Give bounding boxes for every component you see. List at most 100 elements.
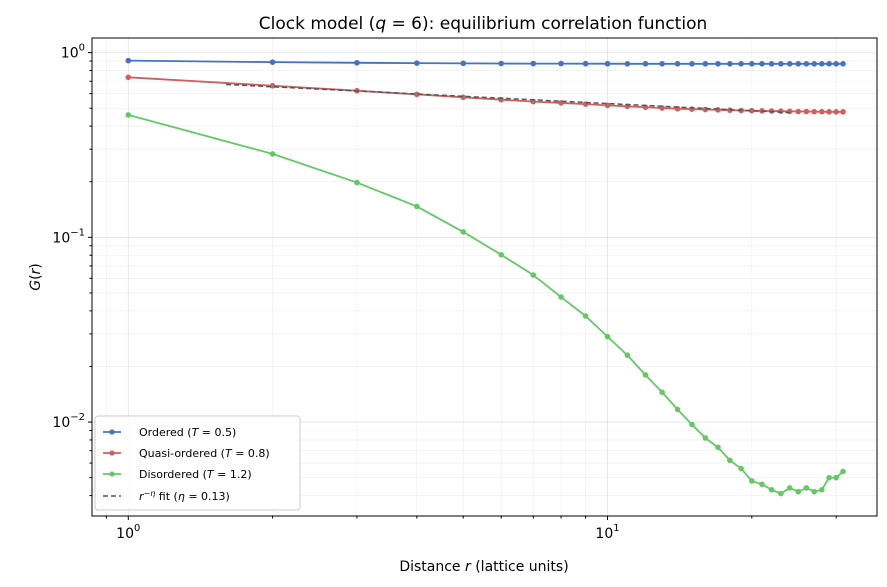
chart-title: Clock model (q = 6): equilibrium correla…: [259, 14, 708, 34]
y-tick-label: 100: [61, 43, 85, 62]
data-point-ordered: [674, 61, 681, 67]
data-point-disordered: [414, 203, 420, 210]
data-point-ordered: [803, 61, 810, 67]
data-point-ordered: [498, 60, 505, 67]
data-point-ordered: [354, 59, 360, 66]
data-point-ordered: [460, 60, 467, 67]
legend-item-fit: r−η fit (η = 0.13): [103, 489, 230, 503]
data-point-ordered: [689, 61, 695, 67]
data-point-disordered: [811, 488, 818, 495]
data-point-disordered: [748, 478, 755, 484]
x-axis-label: Distance r (lattice units): [399, 559, 568, 575]
data-point-quasi-ordered: [833, 109, 839, 115]
data-point-ordered: [582, 60, 589, 67]
plot-series: [125, 57, 846, 497]
data-point-quasi-ordered: [811, 108, 818, 115]
svg-text:Ordered (T = 0.5): Ordered (T = 0.5): [139, 426, 236, 439]
data-point-ordered: [768, 61, 775, 67]
data-point-quasi-ordered: [795, 108, 802, 115]
data-point-disordered: [803, 485, 810, 491]
data-point-disordered: [786, 485, 793, 491]
data-point-ordered: [558, 60, 564, 67]
data-point-disordered: [498, 251, 505, 258]
data-point-disordered: [826, 474, 832, 481]
data-point-quasi-ordered: [803, 108, 810, 115]
y-tick-label: 10−1: [52, 227, 85, 246]
data-point-ordered: [795, 61, 802, 67]
data-point-disordered: [778, 490, 784, 497]
data-point-disordered: [674, 406, 681, 413]
legend-item-disordered: Disordered (T = 1.2): [103, 468, 252, 481]
plot-frame: [91, 37, 878, 517]
series-line-quasi-ordered: [128, 76, 844, 113]
data-point-ordered: [826, 61, 832, 67]
svg-text:Disordered (T = 1.2): Disordered (T = 1.2): [139, 468, 252, 481]
svg-text:Quasi-ordered (T = 0.8): Quasi-ordered (T = 0.8): [139, 447, 270, 460]
data-point-quasi-ordered: [414, 91, 420, 98]
data-point-disordered: [727, 457, 733, 464]
data-point-quasi-ordered: [819, 108, 825, 115]
data-point-ordered: [530, 60, 537, 67]
data-point-ordered: [604, 60, 611, 67]
data-point-ordered: [786, 61, 793, 67]
y-tick-label: 10−2: [52, 412, 85, 431]
axis-ticks: 100 101 10−2 10−1 100: [52, 43, 837, 542]
data-point-disordered: [659, 389, 665, 396]
grid: [92, 38, 877, 516]
data-point-disordered: [759, 481, 765, 488]
data-point-quasi-ordered: [125, 74, 132, 81]
data-point-quasi-ordered: [460, 94, 467, 101]
data-point-disordered: [840, 468, 846, 475]
data-point-disordered: [768, 486, 775, 493]
data-point-disordered: [715, 444, 721, 451]
data-point-disordered: [795, 488, 802, 495]
data-point-ordered: [727, 61, 733, 67]
data-point-disordered: [624, 352, 631, 359]
data-point-disordered: [689, 421, 695, 428]
data-point-disordered: [604, 333, 611, 340]
data-point-disordered: [702, 435, 709, 441]
series-line-fit: [226, 83, 790, 114]
data-point-disordered: [125, 112, 132, 118]
data-point-ordered: [624, 61, 631, 67]
x-tick-label: 100: [116, 523, 140, 542]
data-point-ordered: [659, 61, 665, 67]
data-point-disordered: [738, 465, 744, 472]
data-point-disordered: [269, 151, 276, 157]
data-point-quasi-ordered: [840, 109, 846, 115]
legend-item-quasi-ordered: Quasi-ordered (T = 0.8): [103, 447, 270, 460]
data-point-ordered: [811, 61, 818, 67]
data-point-disordered: [460, 229, 467, 235]
data-point-quasi-ordered: [826, 109, 832, 115]
data-point-disordered: [582, 313, 589, 319]
data-point-ordered: [738, 61, 744, 67]
data-point-disordered: [354, 179, 360, 186]
data-point-ordered: [715, 61, 721, 67]
data-point-ordered: [125, 57, 132, 64]
data-point-ordered: [642, 61, 649, 67]
data-point-quasi-ordered: [269, 82, 276, 89]
data-point-quasi-ordered: [702, 106, 709, 113]
data-point-quasi-ordered: [778, 108, 784, 114]
data-point-ordered: [759, 61, 765, 67]
y-axis-label: G(r): [28, 263, 44, 291]
data-point-quasi-ordered: [748, 107, 755, 114]
data-point-disordered: [530, 272, 537, 278]
data-point-ordered: [269, 59, 276, 65]
legend-box: [94, 415, 301, 511]
data-point-quasi-ordered: [715, 107, 721, 113]
data-point-ordered: [840, 61, 846, 67]
data-point-disordered: [833, 474, 839, 481]
x-tick-label: 101: [595, 523, 619, 542]
data-point-disordered: [558, 294, 564, 300]
legend: Ordered (T = 0.5) Quasi-ordered (T = 0.8…: [94, 415, 301, 511]
svg-text:r−η fit (η = 0.13): r−η fit (η = 0.13): [139, 489, 230, 503]
data-point-ordered: [833, 61, 839, 67]
data-point-ordered: [702, 61, 709, 67]
data-point-disordered: [819, 486, 825, 493]
data-point-ordered: [778, 61, 784, 67]
legend-item-ordered: Ordered (T = 0.5): [103, 426, 236, 439]
data-point-ordered: [748, 61, 755, 67]
data-point-disordered: [642, 372, 649, 378]
